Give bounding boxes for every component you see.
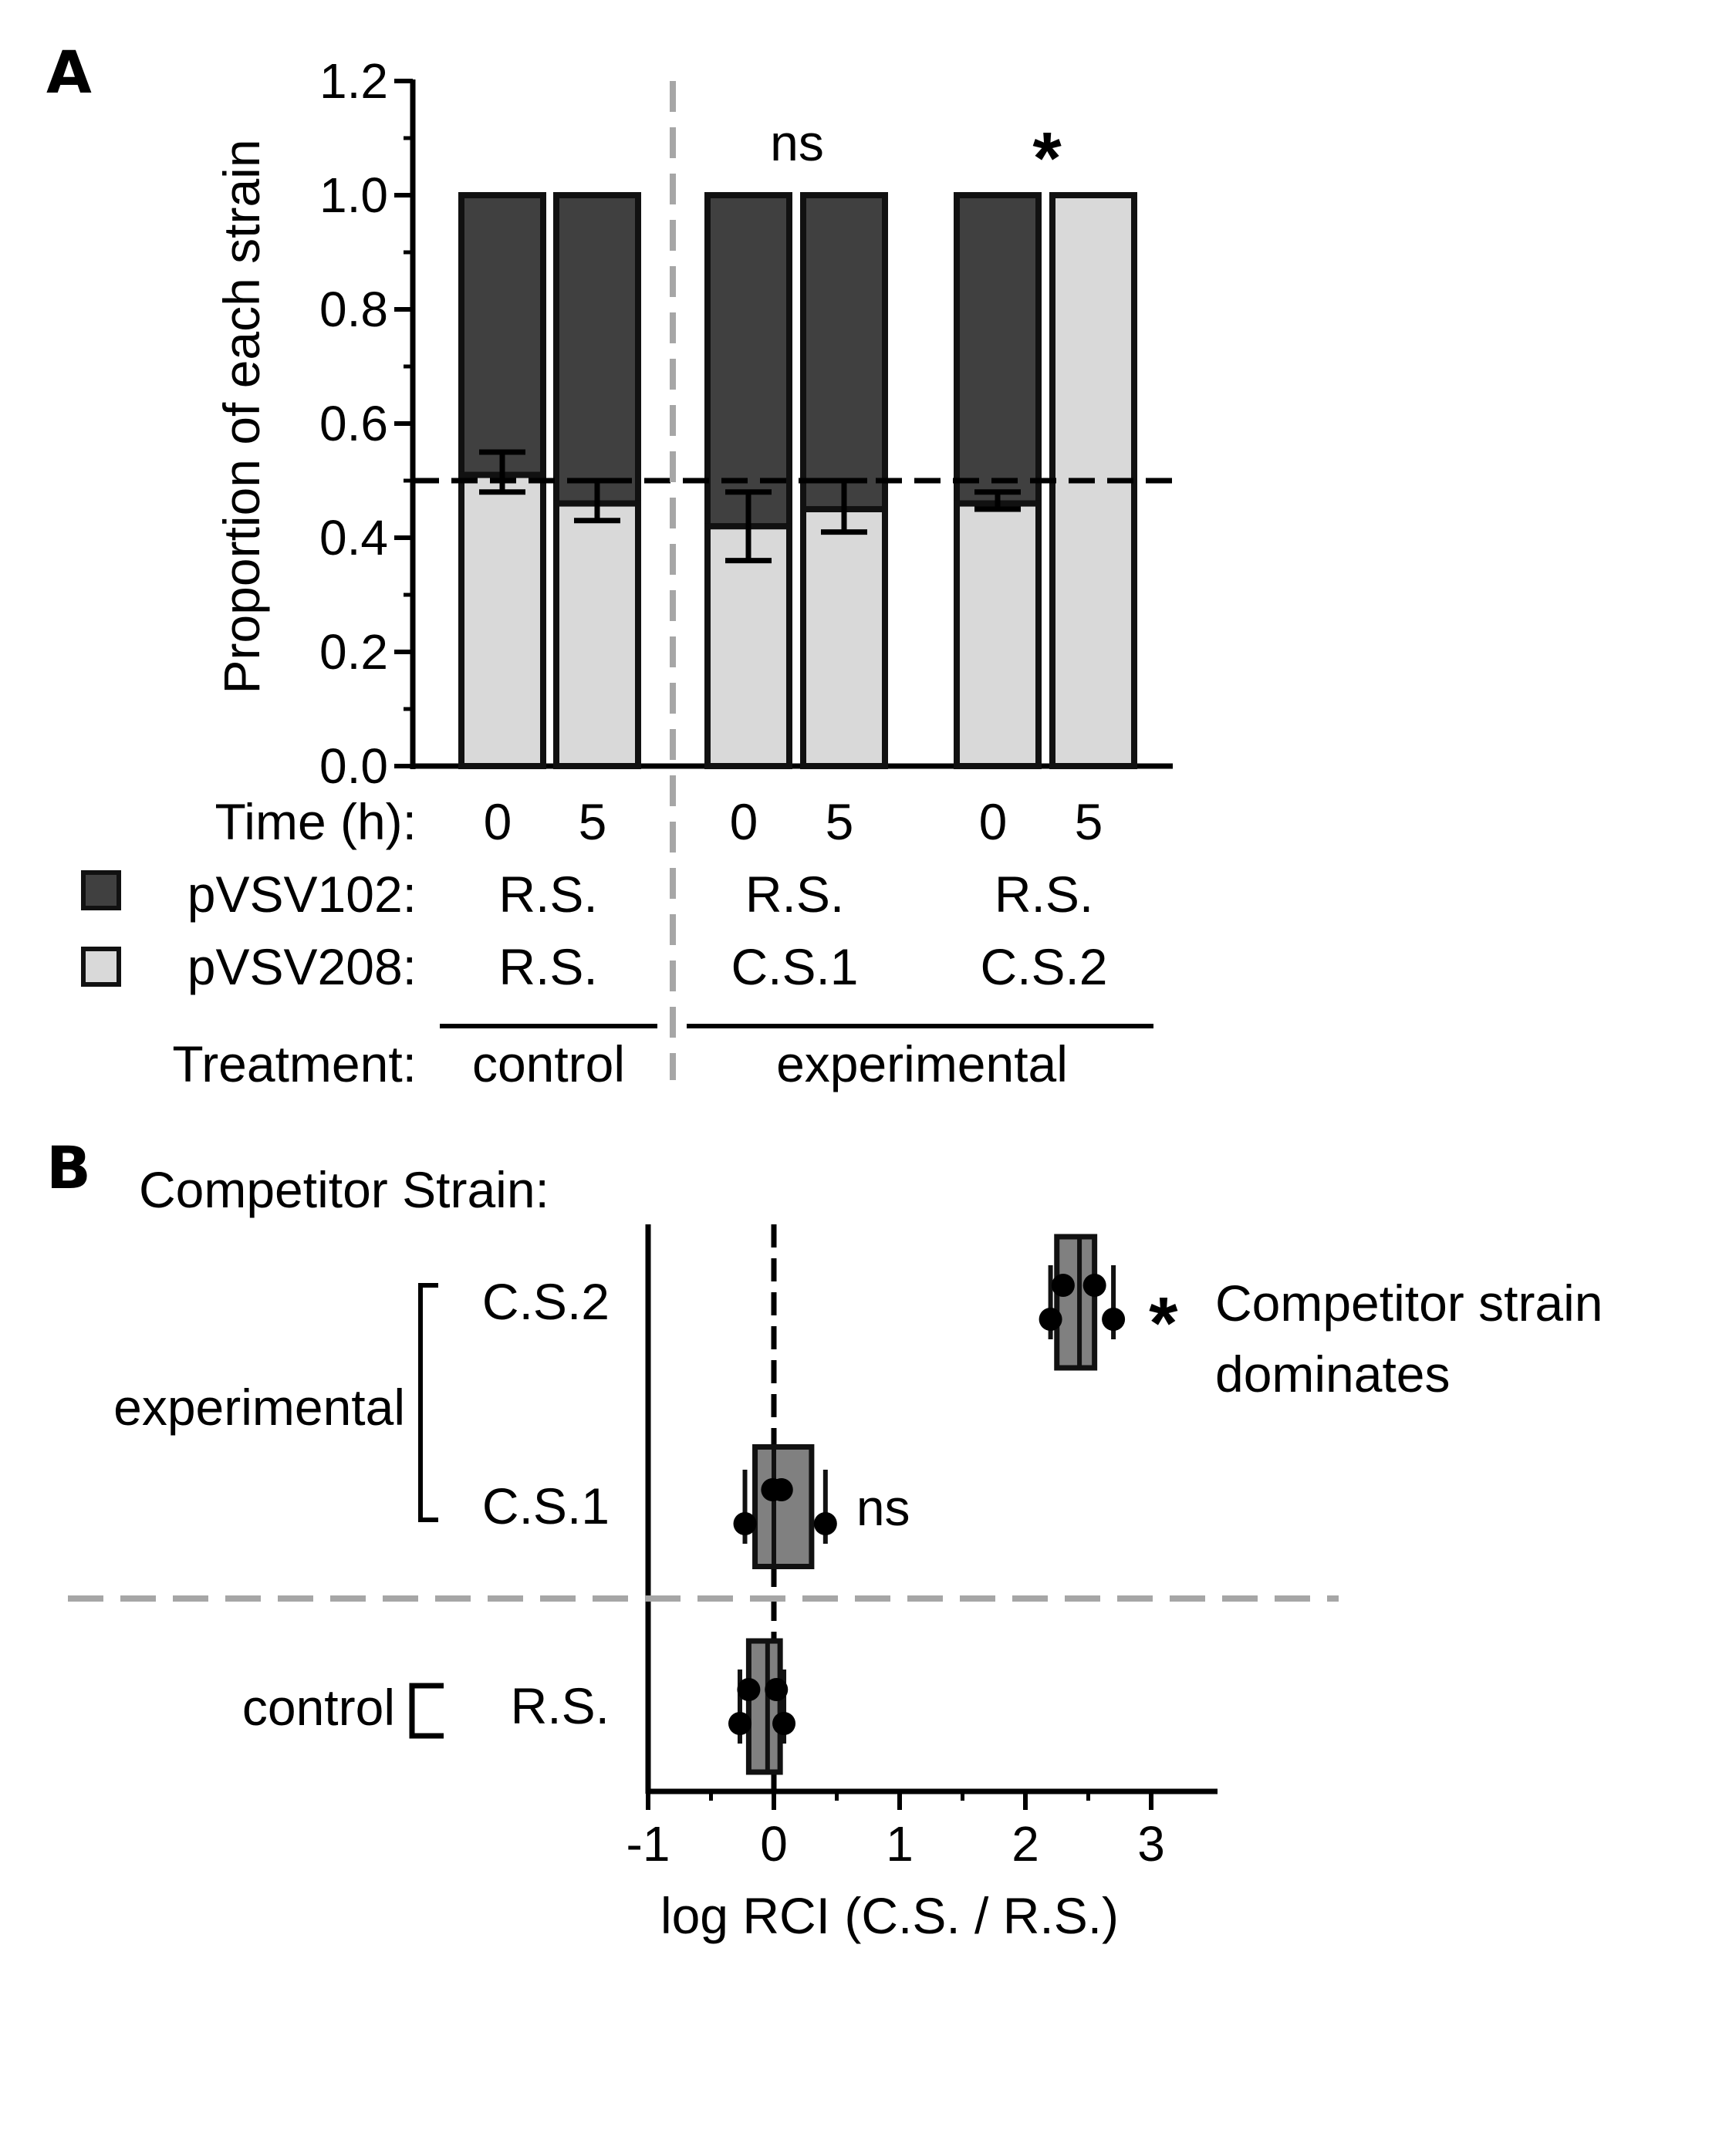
pvsv208-strain-label: C.S.2 <box>980 938 1107 995</box>
bracket-label-control: control <box>242 1679 395 1736</box>
panel-letter-a: A <box>46 38 92 106</box>
pvsv102-strain-label: R.S. <box>995 866 1093 923</box>
bar-segment-pvsv208 <box>553 500 641 769</box>
data-point <box>813 1512 837 1535</box>
bar-segment-pvsv208 <box>954 500 1042 769</box>
time-label: 0 <box>484 793 512 850</box>
pvsv102-legend-swatch <box>81 870 121 910</box>
row-label: R.S. <box>511 1677 610 1734</box>
data-point <box>728 1712 751 1735</box>
x-tick-label: 3 <box>1137 1816 1165 1872</box>
time-label: 0 <box>979 793 1008 850</box>
y-tick-label: 0.8 <box>319 282 388 337</box>
pvsv102-row-label: pVSV102: <box>187 866 417 923</box>
annotation-note-line: dominates <box>1215 1345 1451 1403</box>
data-point <box>772 1712 796 1735</box>
pvsv208-strain-label: C.S.1 <box>731 938 858 995</box>
significance-annotation: * <box>1032 117 1062 200</box>
data-point <box>765 1678 789 1701</box>
x-axis-label: log RCI (C.S. / R.S.) <box>660 1887 1119 1944</box>
row-label: C.S.2 <box>482 1273 610 1330</box>
y-tick-label: 1.2 <box>319 53 388 109</box>
time-label: 5 <box>579 793 607 850</box>
treatment-row-label: Treatment: <box>172 1035 417 1092</box>
x-tick-label: 2 <box>1012 1816 1039 1872</box>
data-point <box>1082 1274 1106 1297</box>
y-tick-label: 0.0 <box>319 738 388 794</box>
bracket-label-experimental: experimental <box>113 1379 405 1436</box>
data-point <box>733 1512 757 1535</box>
bar-segment-pvsv102 <box>800 192 888 512</box>
significance-annotation: * <box>1149 1282 1178 1365</box>
y-tick-label: 1.0 <box>319 167 388 223</box>
pvsv208-legend-swatch <box>81 947 121 987</box>
pvsv208-row-label: pVSV208: <box>187 938 417 995</box>
y-tick-label: 0.4 <box>319 510 388 566</box>
y-tick-label: 0.6 <box>319 396 388 451</box>
significance-annotation: ns <box>770 114 824 171</box>
bar-segment-pvsv102 <box>954 192 1042 507</box>
bar-segment-pvsv102 <box>553 192 641 507</box>
bracket-experimental <box>418 1283 438 1522</box>
panel-letter-b: B <box>46 1133 91 1202</box>
data-point <box>737 1678 761 1701</box>
bar-segment-pvsv208 <box>458 471 546 769</box>
box <box>752 1444 815 1569</box>
treatment-label-control: control <box>472 1035 625 1092</box>
pvsv208-strain-label: R.S. <box>498 938 597 995</box>
bar-segment-pvsv102 <box>458 192 546 478</box>
pvsv102-strain-label: R.S. <box>498 866 597 923</box>
x-tick-label: 0 <box>760 1816 788 1872</box>
time-row-label: Time (h): <box>214 793 417 850</box>
data-point <box>1039 1308 1062 1331</box>
x-tick-label: 1 <box>886 1816 914 1872</box>
significance-annotation: ns <box>856 1479 910 1536</box>
data-point <box>1102 1308 1126 1331</box>
y-tick-label: 0.2 <box>319 624 388 680</box>
bracket-control <box>409 1683 444 1739</box>
annotation-note-line: Competitor strain <box>1215 1275 1603 1332</box>
time-label: 5 <box>826 793 854 850</box>
panel-b-rci-box-plot: Competitor Strain: -1 0 1 2 3 log RCI (C.S. / … <box>68 1161 1603 1944</box>
bar-segment-pvsv102 <box>704 192 792 530</box>
time-label: 5 <box>1075 793 1103 850</box>
data-point <box>1051 1274 1075 1297</box>
panel-a-stacked-bar-chart: 0.0 0.2 0.4 0.6 0.8 1.0 1.2 Proportion of each … <box>81 53 1177 1092</box>
pvsv102-strain-label: R.S. <box>745 866 844 923</box>
chart-title: Competitor Strain: <box>139 1161 549 1218</box>
time-label: 0 <box>730 793 758 850</box>
y-axis-label: Proportion of each strain <box>213 139 270 694</box>
box <box>1054 1234 1098 1371</box>
treatment-label-experimental: experimental <box>776 1035 1068 1092</box>
x-tick-label: -1 <box>627 1816 670 1872</box>
bar-segment-pvsv208 <box>800 506 888 769</box>
data-point <box>769 1478 793 1501</box>
box <box>745 1638 783 1775</box>
row-label: C.S.1 <box>482 1477 610 1534</box>
